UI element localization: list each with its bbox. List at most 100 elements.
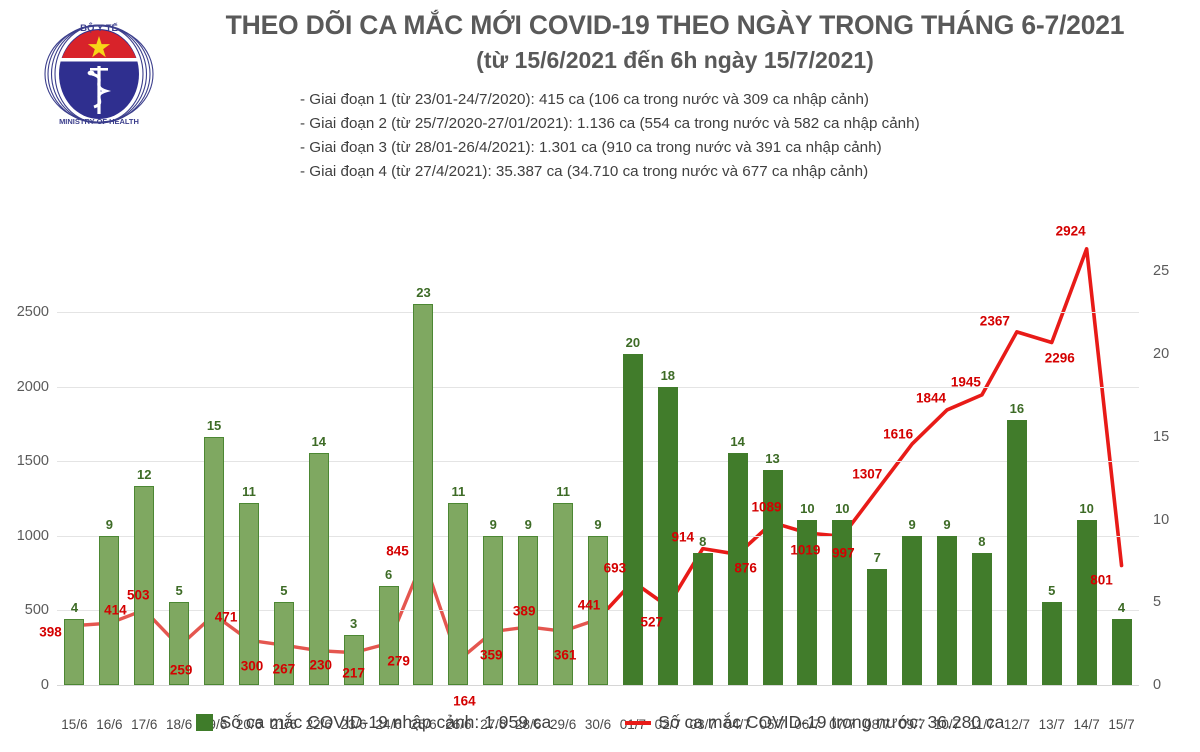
line-point-value-label: 259 xyxy=(169,662,193,678)
bar-imported-cases xyxy=(1111,618,1132,685)
x-axis-tick: 29/6 xyxy=(549,717,577,732)
bar-value-label: 10 xyxy=(800,500,815,516)
page-header: BỘ Y TẾ MINISTRY OF HEALTH THEO DÕI CA M… xyxy=(0,0,1200,205)
y-axis-left-tick: 1500 xyxy=(16,453,49,470)
bar-imported-cases xyxy=(238,503,259,685)
bar-imported-cases xyxy=(204,436,225,685)
domestic-cases-line-segment xyxy=(72,557,600,663)
legend-label-domestic: Số ca mắc COVID-19 trong nước: 36.280 ca xyxy=(658,712,1005,732)
bar-value-label: 10 xyxy=(1079,500,1094,516)
phase-line-3: - Giai đoạn 3 (từ 28/01-26/4/2021): 1.30… xyxy=(300,138,882,156)
bar-value-label: 9 xyxy=(943,517,951,533)
bar-imported-cases xyxy=(413,304,434,685)
y-axis-left-tick: 2000 xyxy=(16,378,49,395)
line-point-value-label: 414 xyxy=(104,602,127,618)
bar-imported-cases xyxy=(1041,602,1062,685)
x-axis-tick: 21/6 xyxy=(270,717,297,732)
phase-line-2: - Giai đoạn 2 (từ 25/7/2020-27/01/2021):… xyxy=(300,114,920,132)
y-axis-right-tick: 0 xyxy=(1153,677,1162,693)
bar-imported-cases xyxy=(1076,519,1097,685)
y-axis-left-tick: 0 xyxy=(40,677,49,693)
bar-imported-cases xyxy=(762,469,783,685)
y-axis-left-tick: 500 xyxy=(24,602,49,619)
plot-region: 0 500 1000 1500 2000 2500 0 5 10 15 20 25 4 9 12 5 15 11 5… xyxy=(17,223,1169,708)
line-point-value-label: 527 xyxy=(640,614,664,630)
bar-imported-cases xyxy=(797,519,818,685)
line-point-value-label: 441 xyxy=(577,597,601,613)
chart-area: 0 500 1000 1500 2000 2500 0 5 10 15 20 25 4 9 12 5 15 11 5… xyxy=(0,205,1200,732)
bar-imported-cases xyxy=(169,602,190,685)
line-point-value-label: 1945 xyxy=(950,374,981,390)
x-axis-tick: 06/7 xyxy=(794,717,821,732)
x-axis-tick: 20/6 xyxy=(235,717,263,732)
gridline xyxy=(57,312,1139,314)
ministry-of-health-logo: BỘ Y TẾ MINISTRY OF HEALTH xyxy=(38,12,160,130)
bar-imported-cases xyxy=(343,635,364,685)
line-point-value-label: 398 xyxy=(39,624,62,640)
bar-value-label: 14 xyxy=(730,434,745,450)
bar-value-label: 18 xyxy=(660,368,676,384)
line-point-value-label: 2367 xyxy=(979,313,1010,329)
line-point-value-label: 359 xyxy=(480,647,503,663)
bar-imported-cases xyxy=(1006,420,1027,685)
bar-value-label: 8 xyxy=(699,533,707,549)
bar-value-label: 11 xyxy=(556,484,570,499)
bar-imported-cases xyxy=(273,602,294,685)
bar-imported-cases xyxy=(622,354,643,685)
y-axis-right-tick: 25 xyxy=(1153,263,1170,280)
x-axis-tick: 28/6 xyxy=(515,717,542,732)
bar-value-label: 4 xyxy=(70,599,79,615)
bar-value-label: 23 xyxy=(416,285,431,301)
y-axis-left-tick: 1000 xyxy=(16,527,49,544)
line-point-value-label: 1089 xyxy=(751,499,782,515)
line-point-value-label: 1307 xyxy=(852,466,883,482)
bar-imported-cases xyxy=(518,536,539,685)
line-point-value-label: 230 xyxy=(309,657,333,673)
x-axis-tick: 17/6 xyxy=(131,717,158,732)
bar-imported-cases xyxy=(378,585,399,685)
bar-imported-cases xyxy=(971,552,992,685)
bar-value-label: 5 xyxy=(280,583,288,599)
y-axis-right-tick: 20 xyxy=(1153,346,1170,363)
y-axis-right-tick: 15 xyxy=(1153,428,1170,445)
line-point-value-label: 2296 xyxy=(1044,350,1075,366)
bar-value-label: 16 xyxy=(1009,401,1025,417)
bar-value-label: 13 xyxy=(765,450,780,466)
x-axis-tick: 15/6 xyxy=(61,717,88,732)
bar-imported-cases xyxy=(937,536,958,685)
bar-value-label: 12 xyxy=(137,467,152,483)
bar-imported-cases xyxy=(832,519,853,685)
phase-summary-list: - Giai đoạn 1 (từ 23/01-24/7/2020): 415 … xyxy=(300,88,920,183)
line-point-value-label: 914 xyxy=(671,529,694,545)
x-axis-tick: 05/7 xyxy=(759,717,786,732)
bar-value-label: 9 xyxy=(489,517,497,533)
legend-item-domestic: Số ca mắc COVID-19 trong nước: 36.280 ca xyxy=(625,712,1004,733)
bar-imported-cases xyxy=(867,569,888,685)
bar-imported-cases xyxy=(657,387,678,685)
line-point-value-label: 217 xyxy=(342,665,365,681)
page-subtitle: (từ 15/6/2021 đến 6h ngày 15/7/2021) xyxy=(476,47,874,74)
gridline xyxy=(57,386,1139,388)
bar-imported-cases xyxy=(483,536,504,685)
legend-label-imported: Số ca mắc COVID-19 nhập cảnh: 1.959 ca xyxy=(219,712,552,732)
bar-imported-cases xyxy=(692,552,713,685)
bar-imported-cases xyxy=(64,618,85,685)
y-axis-left-tick: 2500 xyxy=(16,304,49,321)
svg-text:BỘ Y TẾ: BỘ Y TẾ xyxy=(80,22,118,34)
line-point-value-label: 267 xyxy=(272,661,296,677)
bar-imported-cases xyxy=(99,536,120,685)
x-axis-tick: 27/6 xyxy=(480,717,507,732)
bar-value-label: 10 xyxy=(835,500,850,516)
x-axis-tick: 12/7 xyxy=(1003,717,1030,732)
y-axis-right-tick: 10 xyxy=(1153,511,1170,528)
x-axis-tick: 13/7 xyxy=(1038,717,1065,732)
line-point-value-label: 300 xyxy=(240,658,264,674)
bar-value-label: 7 xyxy=(873,550,881,566)
bar-value-label: 9 xyxy=(594,517,602,533)
x-axis-tick: 03/7 xyxy=(689,717,716,732)
bar-value-label: 3 xyxy=(350,616,358,632)
bar-value-label: 8 xyxy=(978,533,986,549)
line-point-value-label: 471 xyxy=(214,609,238,625)
x-axis-tick: 04/7 xyxy=(724,717,751,732)
